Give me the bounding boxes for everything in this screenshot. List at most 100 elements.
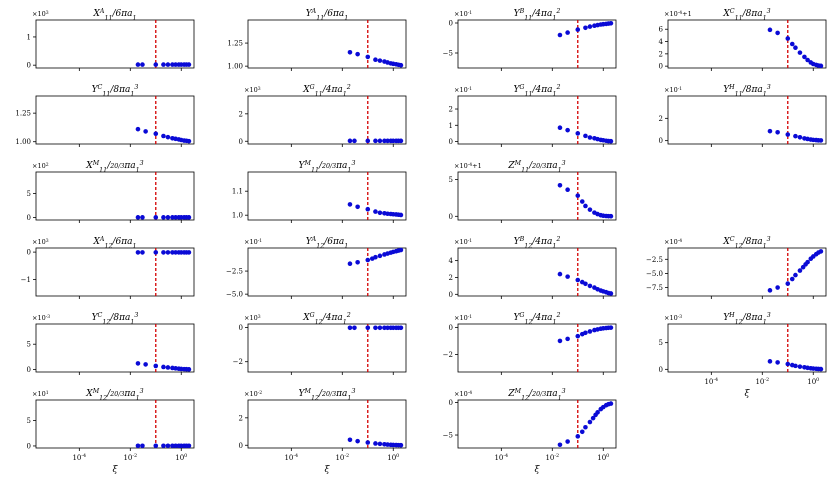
plot-frame [667, 95, 827, 145]
y-tick-label: 1.25 [15, 110, 31, 118]
subplot-title: XM12/20/3πa13 [85, 388, 143, 402]
data-point [153, 363, 159, 369]
data-point [165, 215, 171, 220]
subplot-title: YH11/8πa13 [723, 84, 771, 98]
data-point [789, 41, 795, 47]
data-point [775, 129, 780, 135]
y-tick-label: 0 [659, 63, 663, 71]
data-point [583, 424, 588, 430]
data-point [173, 250, 178, 255]
axis-multiplier: ×10-4+1 [454, 162, 482, 171]
data-point [785, 132, 791, 137]
subplot-title: XM11/20/3πa13 [85, 160, 143, 174]
data-point [352, 138, 357, 144]
subplot-x11a: XA11/6πa1 ×103 0 1 [27, 8, 195, 71]
data-point [398, 325, 404, 331]
x-axis-label: ξ [113, 465, 119, 475]
subplot-title: YC11/8πa13 [92, 84, 139, 98]
x-tick-label: 10-4 [704, 377, 718, 386]
subplot-title: XG12/4πa12 [302, 312, 351, 326]
data-point [153, 215, 159, 220]
data-point [347, 325, 353, 331]
data-point [587, 283, 593, 289]
data-point [135, 443, 141, 449]
data-point [173, 62, 178, 67]
y-tick-label: 0 [27, 214, 31, 222]
data-point [140, 250, 145, 255]
axis-multiplier: ×10-4 [664, 238, 682, 247]
data-point [143, 129, 148, 134]
data-point [575, 277, 581, 283]
data-point [789, 276, 795, 282]
data-point [579, 429, 585, 435]
data-point [565, 30, 570, 35]
y-tick-label: 0 [239, 138, 243, 146]
axis-multiplier: ×10-1 [454, 10, 472, 19]
y-tick-label: 1.0 [232, 212, 243, 220]
plot-frame [457, 399, 617, 449]
data-point [355, 260, 360, 265]
plot-frame [247, 171, 407, 221]
subplot-y11b: YB11/4πa12 ×10-1 −5 0 [443, 8, 617, 71]
data-point [377, 253, 383, 259]
axis-multiplier: ×102 [32, 162, 49, 171]
plot-frame [35, 95, 195, 145]
data-point [355, 438, 360, 444]
data-point [587, 329, 593, 334]
axis-multiplier: ×10-4+1 [664, 10, 692, 19]
data-point [373, 441, 378, 446]
data-point [767, 27, 773, 33]
data-point [557, 442, 563, 448]
subplot-y12h: YH12/8πa13 ×10-3 0 5 10-4 10-2 100 ξ [659, 312, 827, 399]
data-point [161, 443, 166, 449]
subplot-y11a: YA11/6πa1 1.00 1.25 [227, 8, 407, 71]
data-point [385, 325, 390, 331]
data-point [785, 361, 791, 367]
data-point [135, 250, 141, 255]
data-point [143, 362, 148, 367]
data-point [153, 131, 159, 137]
data-point [793, 133, 798, 139]
y-tick-label: 0 [239, 442, 243, 450]
y-tick-label: 0 [27, 62, 31, 70]
data-point [608, 291, 614, 296]
data-point [153, 443, 159, 449]
data-point [575, 27, 581, 32]
plot-frame [457, 19, 617, 69]
data-point [165, 443, 171, 449]
data-point [365, 325, 371, 331]
subplot-title: XC11/8πa13 [722, 8, 770, 22]
data-point [165, 62, 171, 67]
data-point [170, 62, 175, 67]
y-tick-label: 0 [27, 366, 31, 374]
data-point [785, 36, 791, 41]
data-point [347, 202, 353, 207]
data-point [186, 215, 192, 220]
axis-multiplier: ×101 [32, 390, 49, 399]
data-point [557, 271, 563, 277]
data-point [170, 215, 175, 220]
subplot-title: YG12/4πa12 [513, 312, 560, 326]
data-point [153, 62, 159, 67]
data-point [186, 138, 192, 144]
data-point [557, 338, 563, 344]
y-tick-label: 0 [449, 324, 453, 332]
x-tick-label: 100 [175, 453, 187, 462]
data-point [785, 281, 791, 286]
plot-frame [457, 247, 617, 297]
x-tick-label: 10-2 [755, 377, 769, 386]
y-tick-label: −2 [233, 358, 243, 366]
data-point [793, 272, 798, 278]
subplot-x12c: XC12/8πa13 ×10-4 −7.5 −5.0 −2.5 [646, 236, 827, 299]
data-point [557, 125, 563, 131]
data-point [608, 401, 614, 406]
data-point [575, 193, 581, 198]
data-point [818, 366, 824, 372]
data-point [186, 443, 192, 449]
axis-multiplier: ×10-1 [454, 86, 472, 95]
x-tick-label: 10-4 [494, 453, 508, 462]
y-tick-label: 0 [239, 324, 243, 332]
subplot-x12m: XM12/20/3πa13 ×101 0 5 10-4 10-2 100 ξ [27, 388, 195, 475]
data-point [818, 63, 824, 69]
